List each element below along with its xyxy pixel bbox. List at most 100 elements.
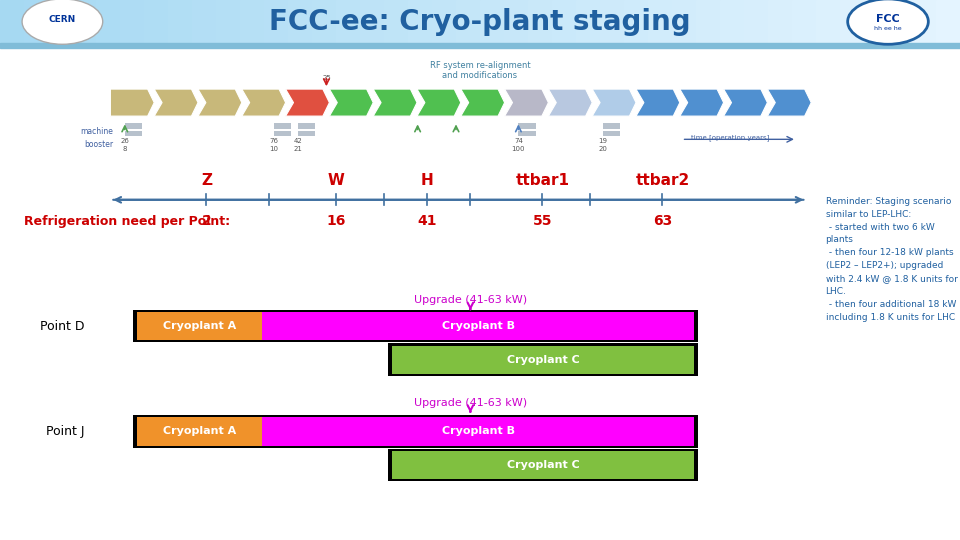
Text: 55: 55 bbox=[533, 214, 552, 228]
Bar bbox=[528, 0, 552, 43]
Bar bbox=[262, 312, 694, 340]
Polygon shape bbox=[242, 89, 286, 116]
Text: FCC: FCC bbox=[876, 15, 900, 24]
Polygon shape bbox=[592, 89, 636, 116]
Bar bbox=[192, 0, 216, 43]
Text: machine
booster: machine booster bbox=[81, 126, 113, 149]
Polygon shape bbox=[548, 89, 592, 116]
Bar bbox=[576, 0, 600, 43]
Text: FCC-ee: Cryo-plant staging: FCC-ee: Cryo-plant staging bbox=[269, 8, 691, 36]
Bar bbox=[274, 131, 291, 136]
Bar bbox=[388, 343, 698, 376]
Polygon shape bbox=[724, 89, 767, 116]
Polygon shape bbox=[155, 89, 198, 116]
Text: Refrigeration need per Point:: Refrigeration need per Point: bbox=[24, 215, 230, 228]
Bar bbox=[392, 346, 694, 374]
Text: Cryoplant B: Cryoplant B bbox=[442, 427, 515, 436]
Text: H: H bbox=[420, 173, 434, 188]
Circle shape bbox=[22, 0, 103, 44]
Bar bbox=[0, 0, 24, 43]
Bar bbox=[262, 417, 694, 446]
Bar bbox=[672, 0, 696, 43]
Bar bbox=[298, 131, 315, 136]
Text: time [operation years]: time [operation years] bbox=[691, 134, 770, 141]
Text: 10: 10 bbox=[269, 146, 278, 152]
Text: RF system re-alignment
and modifications: RF system re-alignment and modifications bbox=[430, 60, 530, 80]
Bar bbox=[936, 0, 960, 43]
Bar bbox=[603, 123, 620, 129]
Bar bbox=[336, 0, 360, 43]
Bar bbox=[125, 123, 142, 129]
Text: Point D: Point D bbox=[40, 320, 84, 333]
Text: 63: 63 bbox=[653, 214, 672, 228]
Bar bbox=[240, 0, 264, 43]
Text: 16: 16 bbox=[326, 214, 346, 228]
Text: 8: 8 bbox=[123, 146, 127, 152]
Polygon shape bbox=[198, 89, 242, 116]
Bar bbox=[696, 0, 720, 43]
Bar bbox=[603, 131, 620, 136]
Bar bbox=[552, 0, 576, 43]
Polygon shape bbox=[636, 89, 680, 116]
Text: Upgrade (41-63 kW): Upgrade (41-63 kW) bbox=[414, 295, 527, 305]
Bar bbox=[816, 0, 840, 43]
Text: Reminder: Staging scenario
similar to LEP-LHC:
 - started with two 6 kW
plants
 : Reminder: Staging scenario similar to LE… bbox=[826, 197, 957, 321]
Polygon shape bbox=[767, 89, 811, 116]
Bar bbox=[216, 0, 240, 43]
Bar bbox=[144, 0, 168, 43]
Text: hh ee he: hh ee he bbox=[875, 25, 901, 31]
Text: 2: 2 bbox=[202, 214, 211, 228]
Bar bbox=[504, 0, 528, 43]
Bar bbox=[120, 0, 144, 43]
Bar bbox=[72, 0, 96, 43]
Bar bbox=[48, 0, 72, 43]
Text: Cryoplant C: Cryoplant C bbox=[507, 355, 579, 365]
Bar bbox=[432, 0, 456, 43]
Text: 26: 26 bbox=[120, 138, 130, 145]
Polygon shape bbox=[110, 89, 155, 116]
Bar bbox=[744, 0, 768, 43]
Text: Point J: Point J bbox=[46, 425, 84, 438]
Text: Cryoplant A: Cryoplant A bbox=[163, 427, 236, 436]
Text: 20: 20 bbox=[598, 146, 608, 152]
Bar bbox=[720, 0, 744, 43]
Bar bbox=[133, 415, 698, 448]
Bar bbox=[768, 0, 792, 43]
Text: Z: Z bbox=[201, 173, 212, 188]
Bar bbox=[288, 0, 312, 43]
Bar bbox=[864, 0, 888, 43]
Text: 21: 21 bbox=[293, 146, 302, 152]
Text: 41: 41 bbox=[418, 214, 437, 228]
Bar bbox=[480, 0, 504, 43]
Bar bbox=[264, 0, 288, 43]
Text: Cryoplant A: Cryoplant A bbox=[163, 321, 236, 331]
Bar bbox=[96, 0, 120, 43]
Bar bbox=[133, 310, 698, 342]
Bar bbox=[137, 312, 262, 340]
Bar bbox=[840, 0, 864, 43]
Bar bbox=[274, 123, 291, 129]
Bar bbox=[456, 0, 480, 43]
Text: ttbar2: ttbar2 bbox=[636, 173, 689, 188]
Text: 42: 42 bbox=[293, 138, 302, 145]
Text: 74: 74 bbox=[514, 138, 523, 145]
Bar bbox=[24, 0, 48, 43]
Bar bbox=[624, 0, 648, 43]
Text: ttbar1: ttbar1 bbox=[516, 173, 569, 188]
Bar bbox=[888, 0, 912, 43]
Text: 100: 100 bbox=[512, 146, 525, 152]
Text: 25: 25 bbox=[322, 75, 331, 82]
Polygon shape bbox=[373, 89, 417, 116]
Bar bbox=[408, 0, 432, 43]
Bar bbox=[384, 0, 408, 43]
Bar bbox=[600, 0, 624, 43]
Bar bbox=[648, 0, 672, 43]
Bar bbox=[125, 131, 142, 136]
Polygon shape bbox=[417, 89, 461, 116]
Polygon shape bbox=[680, 89, 724, 116]
Bar bbox=[912, 0, 936, 43]
Circle shape bbox=[848, 0, 928, 44]
Polygon shape bbox=[505, 89, 548, 116]
Text: W: W bbox=[327, 173, 345, 188]
Bar bbox=[518, 131, 536, 136]
